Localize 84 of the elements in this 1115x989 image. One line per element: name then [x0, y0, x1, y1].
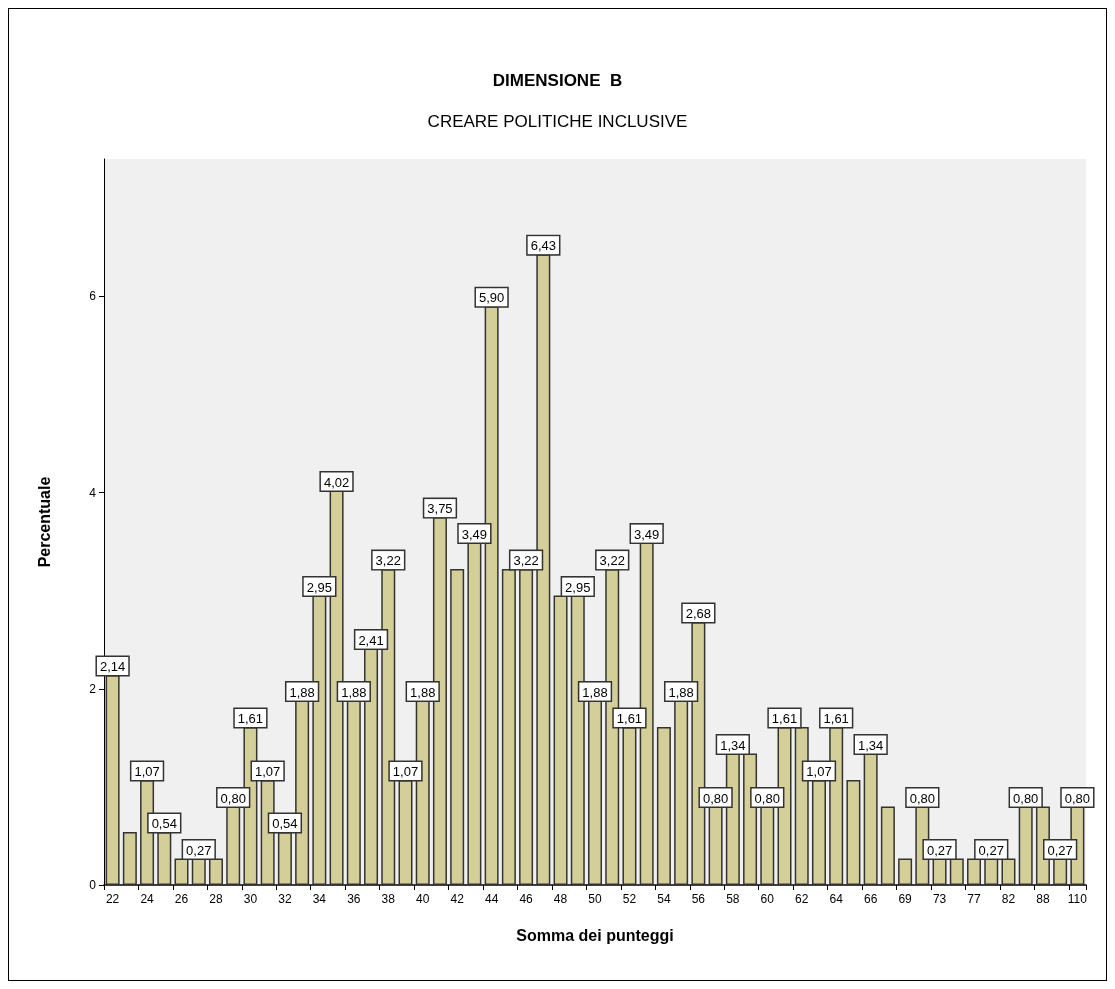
- y-tick-label: 2: [89, 681, 97, 696]
- y-axis-title: Percentuale: [35, 476, 53, 568]
- data-label: 2,68: [685, 606, 712, 622]
- y-tick-label: 0: [89, 878, 97, 892]
- data-label: 2,41: [358, 632, 384, 648]
- data-label: 1,61: [823, 711, 849, 727]
- data-label: 1,34: [857, 737, 884, 753]
- data-label: 0,80: [1064, 790, 1091, 806]
- data-label: 3,49: [634, 526, 660, 542]
- data-label: 0,27: [926, 842, 953, 858]
- data-label: 0,54: [151, 816, 177, 832]
- x-tick-label: 88: [1036, 892, 1050, 906]
- data-label: 1,88: [341, 684, 367, 700]
- x-tick-label: 38: [381, 892, 396, 906]
- data-label: 2,95: [306, 579, 333, 595]
- data-label: 3,75: [427, 501, 453, 517]
- data-label: 1,07: [255, 764, 281, 780]
- data-label: 3,22: [375, 553, 401, 569]
- data-label: 3,22: [513, 553, 539, 569]
- x-tick-label: 52: [622, 892, 637, 906]
- x-tick-label: 46: [519, 892, 534, 906]
- x-tick-label: 58: [726, 892, 740, 906]
- data-label: 0,27: [978, 842, 1004, 858]
- x-tick-label: 28: [209, 892, 223, 906]
- bar: [880, 806, 895, 885]
- data-label: 0,80: [702, 790, 729, 806]
- bar: [656, 727, 671, 885]
- data-label: 1,88: [582, 684, 608, 700]
- x-tick-label: 26: [174, 892, 189, 906]
- data-label: 0,54: [272, 816, 298, 832]
- data-label: 0,80: [220, 790, 246, 806]
- x-tick-label: 62: [795, 892, 809, 906]
- x-tick-label: 24: [140, 892, 155, 906]
- data-label: 1,61: [771, 711, 798, 727]
- x-tick-label: 48: [553, 892, 568, 906]
- data-label: 0,80: [1013, 790, 1039, 806]
- x-tick-label: 22: [105, 892, 120, 906]
- chart-subtitle: CREARE POLITICHE INCLUSIVE: [427, 112, 688, 131]
- x-tick-label: 73: [932, 892, 947, 906]
- y-tick-label: 4: [89, 485, 97, 500]
- data-label: 2,14: [99, 659, 126, 675]
- data-label: 1,07: [392, 764, 419, 780]
- x-tick-label: 44: [484, 892, 499, 906]
- data-label: 0,27: [186, 842, 212, 858]
- x-tick-label: 69: [898, 892, 913, 906]
- data-label: 3,49: [461, 526, 488, 542]
- data-label: 3,22: [599, 553, 625, 569]
- x-tick-label: 30: [243, 892, 258, 906]
- data-label: 1,07: [806, 764, 832, 780]
- data-label: 6,43: [530, 238, 556, 254]
- data-label: 2,95: [565, 579, 591, 595]
- bar: [450, 569, 465, 885]
- data-label: 1,88: [668, 684, 694, 700]
- x-tick-label: 77: [967, 892, 982, 906]
- data-label: 1,61: [237, 711, 264, 727]
- x-tick-label: 50: [588, 892, 602, 906]
- x-tick-label: 34: [312, 892, 327, 906]
- data-label: 1,07: [134, 764, 160, 780]
- x-tick-label: 36: [347, 892, 361, 906]
- chart-title: DIMENSIONE B: [492, 71, 623, 90]
- x-axis-title: Somma dei punteggi: [516, 926, 674, 944]
- x-tick-label: 82: [1001, 892, 1016, 906]
- data-label: 4,02: [323, 474, 350, 490]
- bar: [846, 780, 861, 885]
- x-tick-label: 110: [1067, 892, 1088, 906]
- data-label: 0,27: [1047, 842, 1073, 858]
- x-tick-label: 42: [450, 892, 465, 906]
- data-label: 1,88: [289, 684, 315, 700]
- x-tick-label: 54: [657, 892, 671, 906]
- data-label: 1,34: [720, 737, 746, 753]
- data-label: 1,88: [410, 684, 436, 700]
- data-label: 1,61: [616, 711, 643, 727]
- x-tick-label: 56: [691, 892, 706, 906]
- data-label: 0,80: [754, 790, 780, 806]
- x-tick-label: 64: [829, 892, 844, 906]
- x-tick-label: 40: [416, 892, 430, 906]
- data-label: 5,90: [478, 290, 505, 306]
- x-tick-label: 66: [863, 892, 878, 906]
- bar: [898, 858, 913, 885]
- data-label: 0,80: [909, 790, 935, 806]
- y-tick-label: 6: [89, 289, 97, 304]
- x-tick-label: 32: [278, 892, 292, 906]
- x-tick-label: 60: [760, 892, 775, 906]
- bar: [122, 832, 137, 885]
